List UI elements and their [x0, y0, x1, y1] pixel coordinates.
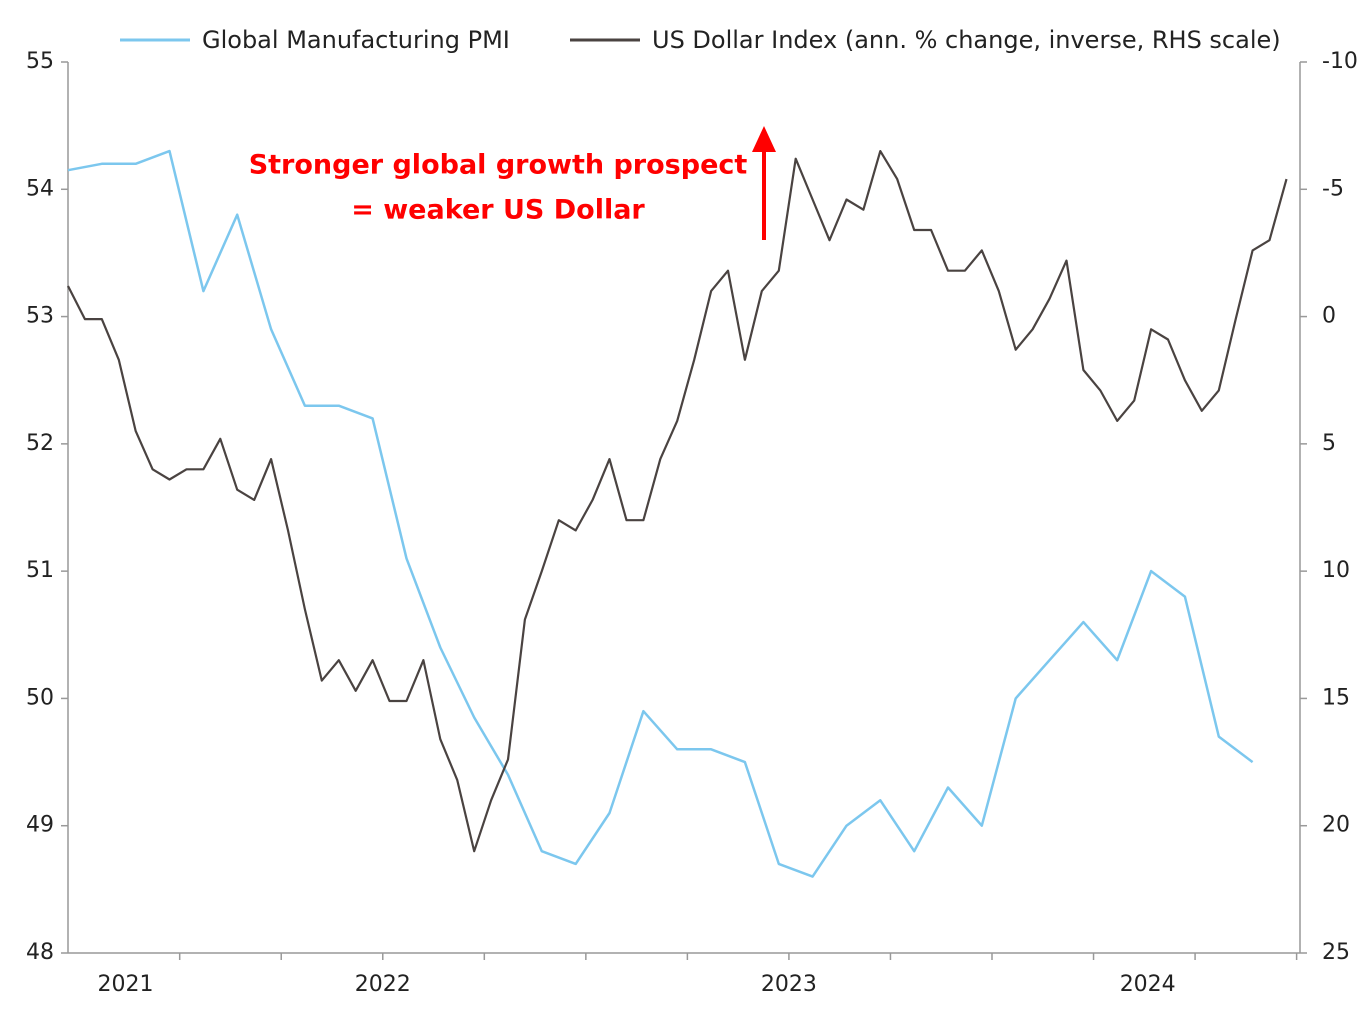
y-tick-label: 48 [26, 940, 54, 965]
series-line [67, 149, 1254, 878]
x-tick-label: 2021 [98, 972, 154, 997]
x-tick-label: 2022 [355, 972, 411, 997]
y2-tick-label: 25 [1322, 940, 1350, 965]
series-line [67, 150, 1288, 853]
y-tick-label: 55 [26, 49, 54, 74]
legend-label: US Dollar Index (ann. % change, inverse,… [652, 26, 1281, 54]
y2-tick-label: 5 [1322, 431, 1336, 456]
y-tick-label: 54 [26, 176, 54, 201]
y-tick-label: 52 [26, 431, 54, 456]
y2-tick-label: -10 [1322, 49, 1358, 74]
x-tick-label: 2024 [1120, 972, 1176, 997]
annotation: Stronger global growth prospect [249, 150, 748, 181]
y2-tick-label: 0 [1322, 304, 1336, 329]
x-tick-label: 2023 [761, 972, 817, 997]
arrow-head [752, 126, 776, 152]
y2-tick-label: 20 [1322, 813, 1350, 838]
legend-label: Global Manufacturing PMI [202, 26, 510, 54]
y2-tick-label: 15 [1322, 685, 1350, 710]
y-tick-label: 51 [26, 558, 54, 583]
y2-tick-label: -5 [1322, 176, 1344, 201]
y-tick-label: 53 [26, 304, 54, 329]
annotation: = weaker US Dollar [351, 195, 645, 226]
y-tick-label: 49 [26, 813, 54, 838]
y-tick-label: 50 [26, 685, 54, 710]
y2-tick-label: 10 [1322, 558, 1350, 583]
